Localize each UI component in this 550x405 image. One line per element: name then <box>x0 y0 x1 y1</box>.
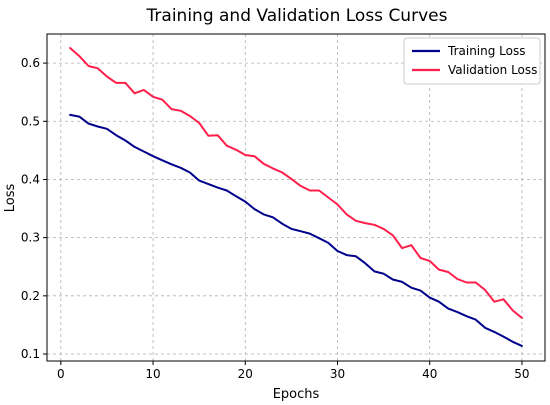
y-tick-label: 0.5 <box>21 114 40 128</box>
x-tick-label: 30 <box>330 367 345 381</box>
x-tick-label: 10 <box>145 367 160 381</box>
training-loss-line <box>69 113 523 347</box>
legend-label-validation: Validation Loss <box>448 63 537 77</box>
series-lines <box>69 47 523 347</box>
legend: Training Loss Validation Loss <box>403 37 541 85</box>
y-axis-label: Loss <box>3 184 18 213</box>
x-tick-label: 40 <box>422 367 437 381</box>
validation-loss-line <box>69 47 523 319</box>
plot-frame <box>46 33 546 362</box>
x-tick-label: 20 <box>238 367 253 381</box>
legend-box <box>403 37 541 85</box>
y-tick-label: 0.2 <box>21 289 40 303</box>
y-axis-ticks: 0.1 0.2 0.3 0.4 0.5 0.6 <box>21 56 47 361</box>
y-tick-label: 0.1 <box>21 347 40 361</box>
x-tick-label: 50 <box>514 367 529 381</box>
chart-title: Training and Validation Loss Curves <box>146 6 448 26</box>
x-axis-label: Epochs <box>273 387 320 402</box>
y-tick-label: 0.4 <box>21 172 40 186</box>
y-tick-label: 0.6 <box>21 56 40 70</box>
x-tick-label: 0 <box>57 367 65 381</box>
x-axis-ticks: 0 10 20 30 40 50 <box>57 361 530 381</box>
y-tick-label: 0.3 <box>21 231 40 245</box>
legend-label-training: Training Loss <box>447 44 525 58</box>
